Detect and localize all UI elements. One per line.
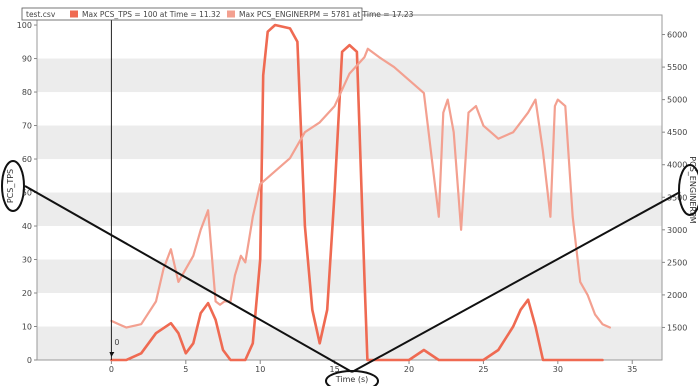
x-tick-label: 20 xyxy=(404,365,414,374)
grid-band xyxy=(37,192,662,227)
y-left-tick-label: 70 xyxy=(22,122,32,131)
x-tick-label: 30 xyxy=(553,365,563,374)
legend-entry-rpm: Max PCS_ENGINERPM = 5781 at Time = 17.23 xyxy=(239,10,414,19)
annotation-ellipse-right-axis xyxy=(678,164,698,216)
y-axis-left: 0 10 20 30 40 50 60 70 80 90 100 xyxy=(17,21,37,365)
annotation-layer xyxy=(1,160,698,386)
grid-band xyxy=(37,326,662,360)
y-right-tick-label: 2000 xyxy=(667,291,687,300)
y-right-tick-label: 3500 xyxy=(667,193,687,202)
y-left-tick-label: 20 xyxy=(22,289,32,298)
cursor-label: 0 xyxy=(114,338,119,347)
y-left-tick-label: 60 xyxy=(22,155,32,164)
y-left-tick-label: 10 xyxy=(22,323,32,332)
x-axis-title: Time (s) xyxy=(335,375,369,384)
y-right-tick-label: 4000 xyxy=(667,161,687,170)
y-right-tick-label: 2500 xyxy=(667,258,687,267)
legend-swatch-tps xyxy=(70,10,78,18)
y-right-tick-label: 6000 xyxy=(667,31,687,40)
y-right-tick-label: 5000 xyxy=(667,96,687,105)
legend-entry-tps: Max PCS_TPS = 100 at Time = 11.32 xyxy=(82,10,221,19)
legend-swatch-rpm xyxy=(227,10,235,18)
y-axis-left-title: PCS_TPS xyxy=(6,169,15,203)
y-left-tick-label: 30 xyxy=(22,256,32,265)
x-tick-label: 35 xyxy=(627,365,637,374)
y-right-tick-label: 5500 xyxy=(667,63,687,72)
series-layer xyxy=(110,23,612,362)
legend-box xyxy=(21,7,363,21)
grid-band xyxy=(37,259,662,294)
y-right-tick-label: 4500 xyxy=(667,128,687,137)
y-axis-right-title: PCS_ENGINERPM xyxy=(688,156,697,224)
y-right-tick-label: 1500 xyxy=(667,323,687,332)
time-cursor-marker[interactable] xyxy=(109,352,115,357)
series-line-tps xyxy=(110,23,604,362)
annotation-line-right xyxy=(351,191,681,373)
grid-band xyxy=(37,125,662,160)
x-tick-label: 10 xyxy=(255,365,265,374)
y-left-tick-label: 40 xyxy=(22,222,32,231)
x-axis: 0 5 10 15 20 25 30 35 xyxy=(109,360,637,374)
x-tick-label: 25 xyxy=(478,365,488,374)
y-left-tick-label: 80 xyxy=(22,88,32,97)
annotation-ellipse-left-axis xyxy=(1,160,25,212)
y-left-tick-label: 0 xyxy=(27,356,32,365)
y-axis-right: 1500 2000 2500 3000 3500 4000 4500 5000 5500 6000 xyxy=(662,31,687,332)
annotation-line-left xyxy=(24,185,353,373)
x-tick-label: 0 xyxy=(109,365,114,374)
y-right-tick-label: 3000 xyxy=(667,226,687,235)
x-tick-label: 15 xyxy=(330,365,340,374)
y-left-tick-label: 50 xyxy=(22,189,32,198)
x-tick-label: 5 xyxy=(183,365,188,374)
legend: test.csv Max PCS_TPS = 100 at Time = 11.… xyxy=(21,7,414,21)
y-left-tick-label: 100 xyxy=(17,21,32,30)
legend-file-name: test.csv xyxy=(26,10,56,19)
y-left-tick-label: 90 xyxy=(22,55,32,64)
series-line-rpm xyxy=(110,47,612,329)
